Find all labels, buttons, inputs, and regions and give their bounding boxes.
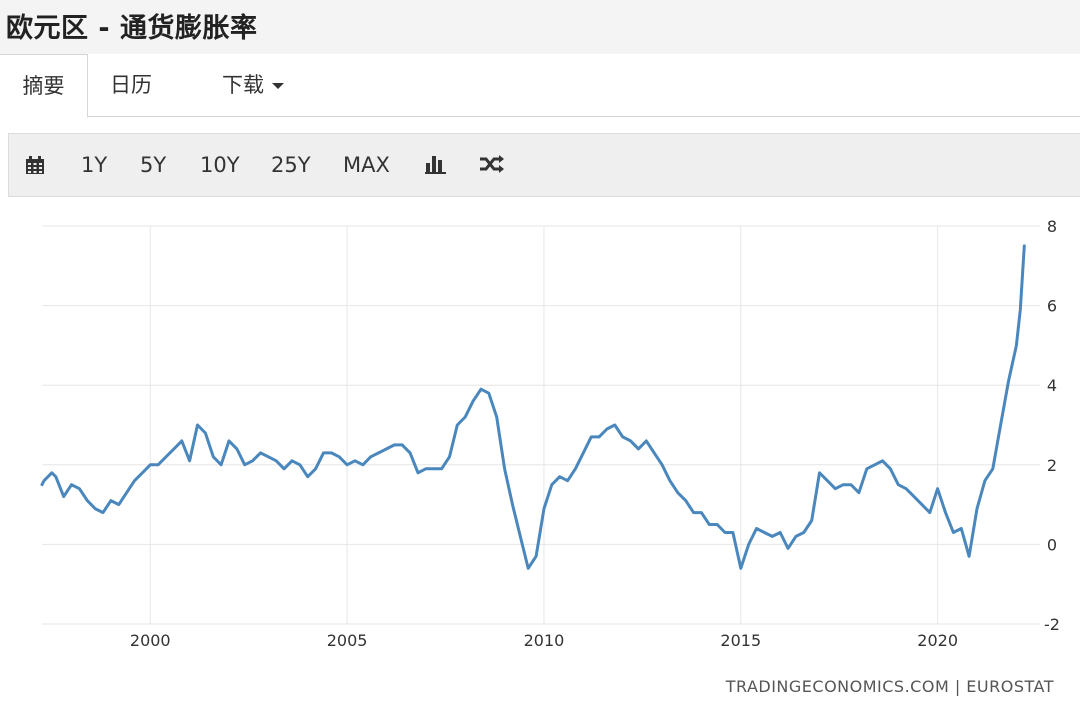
tab-summary[interactable]: 摘要 bbox=[0, 54, 88, 118]
tab-download[interactable]: 下载 bbox=[222, 54, 292, 116]
series-line-0[interactable] bbox=[40, 244, 1026, 570]
range-25y-button[interactable]: 25Y bbox=[271, 153, 311, 177]
y-tick-label: 2 bbox=[1047, 456, 1057, 475]
x-axis: 2000 2005 2010 2015 2020 bbox=[130, 631, 958, 650]
x-tick-label: 2005 bbox=[327, 631, 368, 650]
y-tick-label: 6 bbox=[1047, 297, 1057, 316]
x-tick-label: 2000 bbox=[130, 631, 171, 650]
tab-download-label: 下载 bbox=[222, 73, 264, 97]
page-title: 欧元区 - 通货膨胀率 bbox=[6, 13, 258, 44]
y-tick-label: 8 bbox=[1047, 217, 1057, 236]
calendar-icon[interactable] bbox=[25, 155, 45, 179]
chevron-down-icon bbox=[272, 83, 284, 89]
range-5y-button[interactable]: 5Y bbox=[140, 153, 167, 177]
bar-chart-icon[interactable] bbox=[425, 154, 447, 178]
shuffle-icon[interactable] bbox=[479, 154, 505, 178]
chart-toolbar: 1Y 5Y 10Y 25Y MAX bbox=[8, 133, 1080, 197]
x-tick-label: 2015 bbox=[720, 631, 761, 650]
chart-grid bbox=[42, 225, 1040, 625]
title-bar: 欧元区 - 通货膨胀率 bbox=[0, 0, 1080, 55]
y-tick-label: -2 bbox=[1044, 615, 1060, 634]
source-credit[interactable]: TRADINGECONOMICS.COM | EUROSTAT bbox=[725, 677, 1054, 696]
inflation-chart: 2000 2005 2010 2015 2020 8 6 4 2 0 -2 bbox=[40, 217, 1060, 650]
tab-calendar[interactable]: 日历 bbox=[110, 73, 152, 97]
range-10y-button[interactable]: 10Y bbox=[200, 153, 240, 177]
series-layer bbox=[40, 244, 1026, 570]
y-axis: 8 6 4 2 0 -2 bbox=[1044, 217, 1060, 634]
range-max-button[interactable]: MAX bbox=[343, 153, 390, 177]
y-tick-label: 4 bbox=[1047, 376, 1057, 395]
tab-bar: 摘要 日历 下载 bbox=[0, 54, 1080, 118]
range-1y-button[interactable]: 1Y bbox=[81, 153, 108, 177]
x-tick-label: 2020 bbox=[917, 631, 958, 650]
y-tick-label: 0 bbox=[1047, 535, 1057, 554]
x-tick-label: 2010 bbox=[524, 631, 565, 650]
